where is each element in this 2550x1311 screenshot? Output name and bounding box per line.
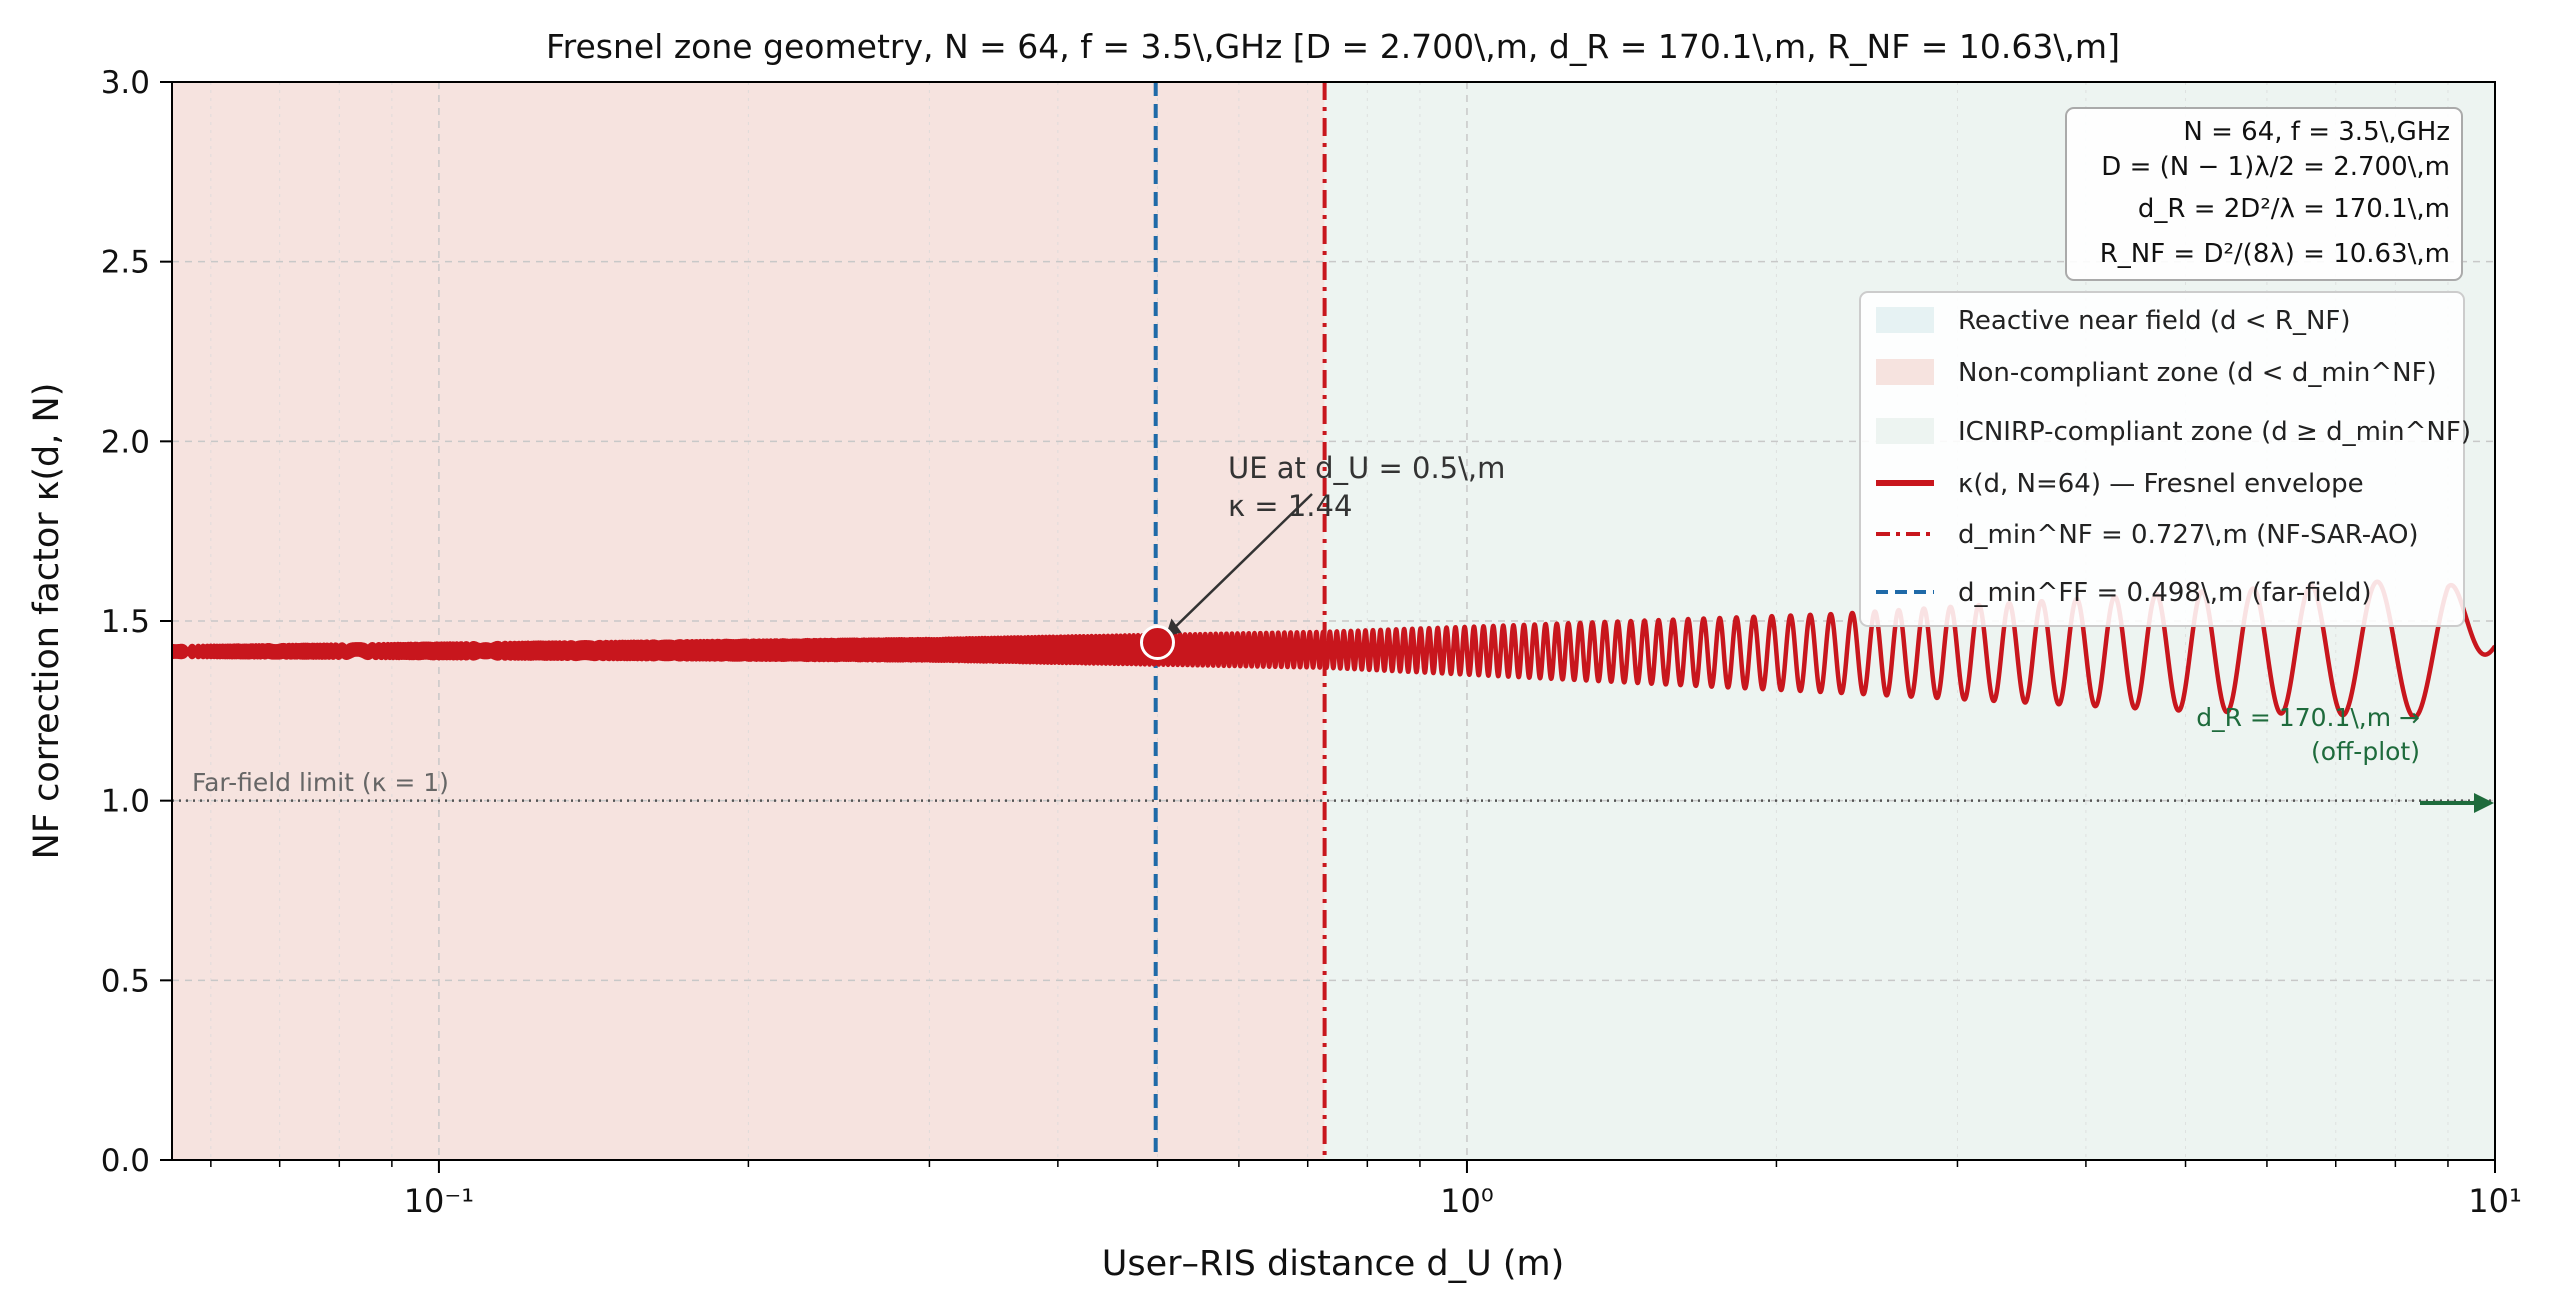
x-tick-label: 10⁻¹ (404, 1182, 474, 1220)
y-tick-label: 0.0 (101, 1143, 150, 1179)
legend-label-reactive: Reactive near field (d < R_NF) (1958, 306, 2351, 336)
y-tick-label: 2.5 (101, 245, 150, 281)
legend-swatch-reactive (1876, 307, 1934, 333)
y-tick-label: 1.0 (101, 784, 150, 820)
legend-label-dnf: d_min^NF = 0.727\,m (NF-SAR-AO) (1958, 520, 2419, 550)
y-axis-label: NF correction factor κ(d, N) (27, 383, 67, 860)
ue-arrow-shaft (1170, 493, 1313, 632)
off-plot-arrow-head (2474, 793, 2494, 813)
off-plot-note-line2: (off-plot) (2311, 737, 2420, 766)
info-box: N = 64, f = 3.5\,GHz D = (N − 1)λ/2 = 2.… (2065, 107, 2463, 281)
info-box-frame (2065, 107, 2463, 281)
off-plot-note-line1: d_R = 170.1\,m → (2196, 703, 2420, 732)
threshold-vertical-lines (1153, 82, 1327, 1160)
info-line-3: d_R = 2D²/λ = 170.1\,m (2138, 194, 2450, 224)
x-tick-label: 10⁰ (1440, 1182, 1494, 1220)
y-tick-label: 2.0 (101, 424, 150, 460)
x-axis-ticks: 10⁻¹ 10⁰ 10¹ (210, 1160, 2522, 1220)
y-axis-ticks: 0.0 0.5 1.0 1.5 2.0 2.5 3.0 (101, 65, 172, 1179)
legend-frame (1859, 291, 2465, 627)
legend-label-envelope: κ(d, N=64) — Fresnel envelope (1958, 469, 2364, 499)
ue-annotation-line2: κ = 1.44 (1228, 489, 1352, 523)
info-line-1: N = 64, f = 3.5\,GHz (2183, 117, 2450, 147)
info-line-2: D = (N − 1)λ/2 = 2.700\,m (2101, 152, 2450, 182)
far-field-limit-label: Far-field limit (κ = 1) (192, 768, 449, 797)
chart-title: Fresnel zone geometry, N = 64, f = 3.5\,… (546, 27, 2120, 66)
legend-swatch-compliant (1876, 418, 1934, 444)
y-tick-label: 3.0 (101, 65, 150, 101)
legend-label-dff: d_min^FF = 0.498\,m (far-field) (1958, 578, 2371, 608)
ue-marker-point (1139, 625, 1175, 661)
off-plot-note: d_R = 170.1\,m → (off-plot) (2196, 703, 2494, 813)
x-tick-label: 10¹ (2468, 1182, 2522, 1220)
legend-label-compliant: ICNIRP-compliant zone (d ≥ d_min^NF) (1958, 417, 2471, 447)
info-line-4: R_NF = D²/(8λ) = 10.63\,m (2100, 239, 2450, 269)
y-tick-label: 0.5 (101, 963, 150, 999)
x-axis-label: User–RIS distance d_U (m) (1102, 1244, 1565, 1284)
legend: Reactive near field (d < R_NF) Non-compl… (1859, 291, 2471, 627)
ue-annotation-line1: UE at d_U = 0.5\,m (1228, 451, 1505, 485)
y-tick-label: 1.5 (101, 604, 150, 640)
legend-label-noncompliant: Non-compliant zone (d < d_min^NF) (1958, 358, 2437, 388)
ue-annotation: UE at d_U = 0.5\,m κ = 1.44 (1228, 451, 1505, 523)
legend-swatch-noncompliant (1876, 359, 1934, 385)
